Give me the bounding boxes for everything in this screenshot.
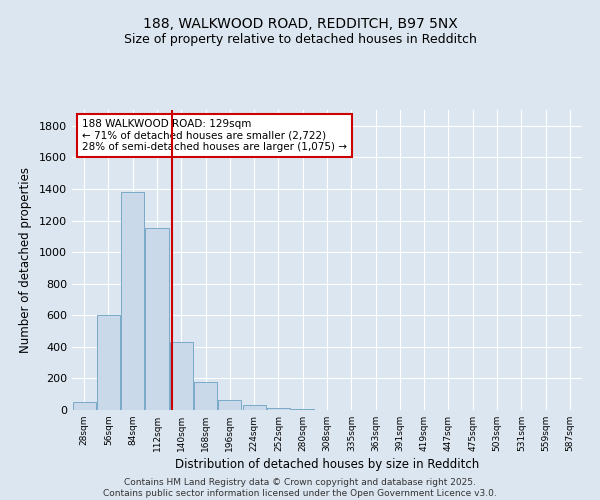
Bar: [218, 400, 241, 410]
Bar: [73, 402, 95, 410]
Text: Size of property relative to detached houses in Redditch: Size of property relative to detached ho…: [124, 32, 476, 46]
Bar: [97, 316, 120, 410]
Bar: [291, 409, 314, 410]
Bar: [145, 228, 169, 410]
Text: 188 WALKWOOD ROAD: 129sqm
← 71% of detached houses are smaller (2,722)
28% of se: 188 WALKWOOD ROAD: 129sqm ← 71% of detac…: [82, 119, 347, 152]
Bar: [121, 192, 144, 410]
Text: Contains HM Land Registry data © Crown copyright and database right 2025.
Contai: Contains HM Land Registry data © Crown c…: [103, 478, 497, 498]
Bar: [194, 382, 217, 410]
Text: 188, WALKWOOD ROAD, REDDITCH, B97 5NX: 188, WALKWOOD ROAD, REDDITCH, B97 5NX: [143, 18, 457, 32]
Y-axis label: Number of detached properties: Number of detached properties: [19, 167, 32, 353]
X-axis label: Distribution of detached houses by size in Redditch: Distribution of detached houses by size …: [175, 458, 479, 471]
Bar: [242, 406, 266, 410]
Bar: [267, 408, 290, 410]
Bar: [170, 342, 193, 410]
